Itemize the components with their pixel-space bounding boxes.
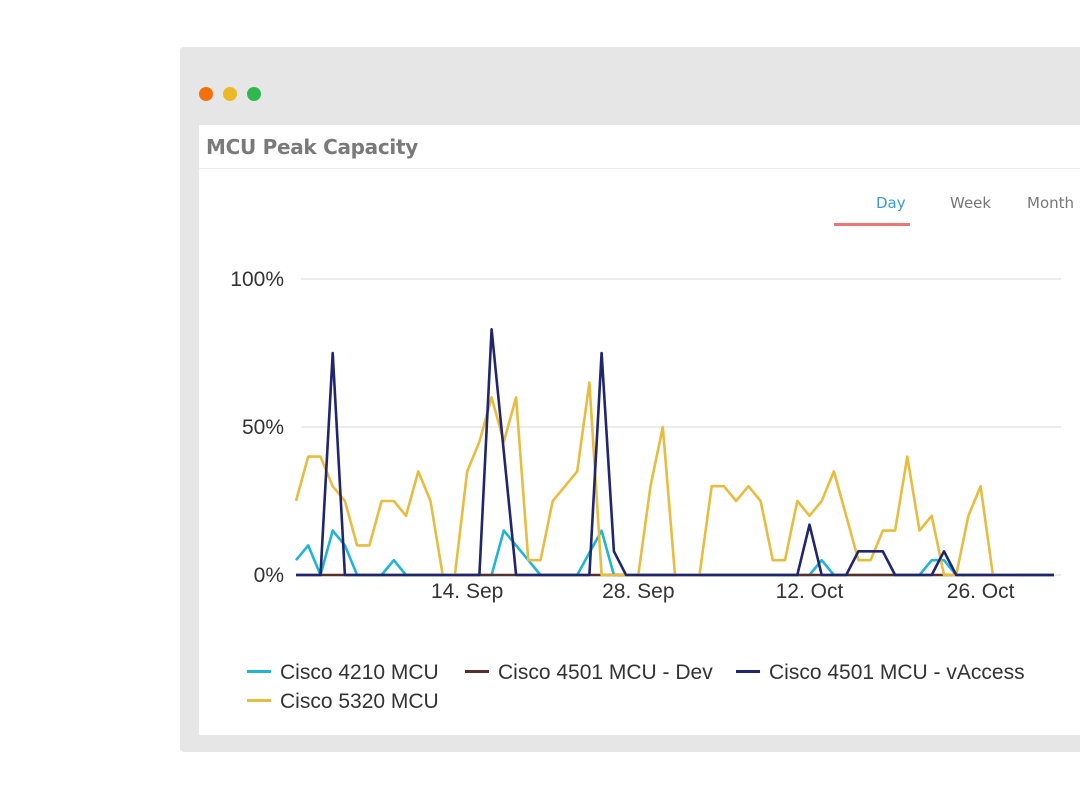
legend-label: Cisco 4210 MCU bbox=[280, 661, 439, 684]
x-tick-label: 12. Oct bbox=[776, 580, 844, 603]
x-tick-label: 28. Sep bbox=[602, 580, 674, 603]
maximize-window-button[interactable] bbox=[247, 87, 261, 101]
y-tick-label: 0% bbox=[254, 564, 284, 587]
legend-item-cisco-5320[interactable]: Cisco 5320 MCU bbox=[247, 690, 439, 716]
active-tab-underline bbox=[834, 223, 910, 226]
legend-item-cisco-4501-dev[interactable]: Cisco 4501 MCU - Dev bbox=[465, 661, 713, 687]
chart-series bbox=[294, 328, 1054, 577]
series-line-cisco-4501-mcu-vaccess[interactable] bbox=[296, 328, 1054, 577]
panel-header: MCU Peak Capacity bbox=[199, 125, 1080, 169]
chart-gridlines bbox=[301, 278, 1061, 576]
window-titlebar bbox=[180, 47, 1080, 125]
tab-week[interactable]: Week bbox=[950, 194, 992, 212]
close-window-button[interactable] bbox=[199, 87, 213, 101]
tab-day[interactable]: Day bbox=[876, 194, 906, 212]
y-tick-label: 50% bbox=[242, 416, 284, 439]
legend-label: Cisco 4501 MCU - vAccess bbox=[769, 661, 1025, 684]
x-tick-label: 14. Sep bbox=[431, 580, 503, 603]
tab-month[interactable]: Month bbox=[1027, 194, 1075, 212]
legend-swatch-cisco-4501-vaccess bbox=[736, 670, 760, 674]
legend-swatch-cisco-5320 bbox=[247, 699, 271, 703]
legend-swatch-cisco-4210 bbox=[247, 670, 271, 674]
legend-swatch-cisco-4501-dev bbox=[465, 670, 489, 674]
series-line-cisco-5320-mcu[interactable] bbox=[294, 381, 1018, 577]
chart-panel: MCU Peak Capacity Day Week Month 0% 50% 10… bbox=[199, 125, 1080, 735]
legend-label: Cisco 4501 MCU - Dev bbox=[498, 661, 713, 684]
legend-item-cisco-4210[interactable]: Cisco 4210 MCU bbox=[247, 661, 439, 687]
chart-tick-labels: 0% 50% 100% 14. Sep 28. Sep 12. Oct 26. Oct bbox=[230, 268, 1014, 603]
x-tick-label: 26. Oct bbox=[947, 580, 1015, 603]
legend-item-cisco-4501-vaccess[interactable]: Cisco 4501 MCU - vAccess bbox=[736, 661, 1025, 687]
minimize-window-button[interactable] bbox=[223, 87, 237, 101]
panel-title: MCU Peak Capacity bbox=[206, 135, 418, 159]
line-chart: 0% 50% 100% 14. Sep 28. Sep 12. Oct 26. Oct bbox=[230, 268, 1061, 603]
browser-window: MCU Peak Capacity Day Week Month 0% 50% 10… bbox=[180, 47, 1080, 752]
y-tick-label: 100% bbox=[230, 268, 284, 291]
legend-label: Cisco 5320 MCU bbox=[280, 690, 439, 713]
